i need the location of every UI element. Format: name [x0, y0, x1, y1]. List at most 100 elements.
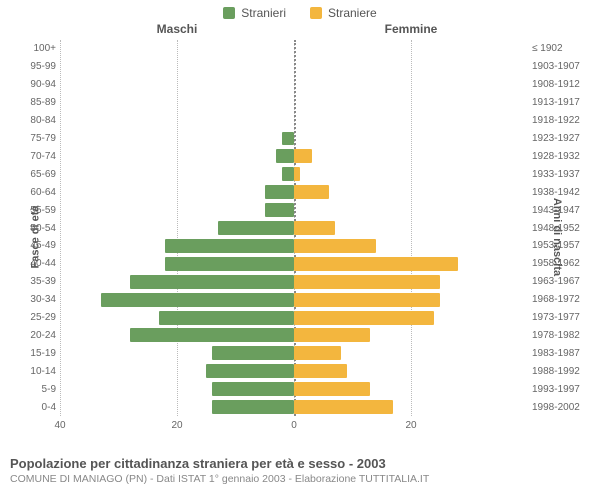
bar-male-container [60, 364, 294, 378]
age-label: 80-84 [14, 115, 56, 126]
bar-male [130, 328, 294, 342]
bar-male [206, 364, 294, 378]
age-label: 30-34 [14, 294, 56, 305]
bar-male [218, 221, 294, 235]
age-label: 20-24 [14, 330, 56, 341]
bar-male [282, 167, 294, 181]
pyramid-row: 50-541948-1952 [60, 219, 528, 237]
year-label: 1988-1992 [532, 366, 592, 377]
age-label: 85-89 [14, 97, 56, 108]
bar-female-container [294, 346, 528, 360]
bar-female [294, 239, 376, 253]
bar-male-container [60, 203, 294, 217]
bar-male-container [60, 239, 294, 253]
caption-title: Popolazione per cittadinanza straniera p… [10, 456, 590, 471]
age-label: 75-79 [14, 133, 56, 144]
bar-male-container [60, 257, 294, 271]
bar-male-container [60, 114, 294, 128]
bar-female [294, 364, 347, 378]
bar-female-container [294, 96, 528, 110]
bar-male-container [60, 382, 294, 396]
bar-female-container [294, 293, 528, 307]
bar-female [294, 275, 440, 289]
bar-male [265, 203, 294, 217]
bar-female-container [294, 328, 528, 342]
year-label: 1903-1907 [532, 61, 592, 72]
age-label: 65-69 [14, 169, 56, 180]
pyramid-row: 30-341968-1972 [60, 291, 528, 309]
pyramid-row: 85-891913-1917 [60, 94, 528, 112]
population-pyramid: Maschi Femmine Fasce di età Anni di nasc… [0, 22, 600, 452]
pyramid-row: 40-441958-1962 [60, 255, 528, 273]
year-label: 1958-1962 [532, 258, 592, 269]
bar-female-container [294, 382, 528, 396]
age-label: 60-64 [14, 187, 56, 198]
year-label: 1908-1912 [532, 79, 592, 90]
year-label: 1983-1987 [532, 348, 592, 359]
age-label: 100+ [14, 43, 56, 54]
legend-label-female: Straniere [328, 6, 377, 20]
pyramid-row: 45-491953-1957 [60, 237, 528, 255]
bar-female [294, 293, 440, 307]
caption-subtitle: COMUNE DI MANIAGO (PN) - Dati ISTAT 1° g… [10, 473, 590, 485]
bar-male-container [60, 149, 294, 163]
x-tick: 40 [54, 420, 65, 431]
pyramid-row: 80-841918-1922 [60, 112, 528, 130]
bar-female-container [294, 311, 528, 325]
bar-male [282, 132, 294, 146]
bar-female [294, 328, 370, 342]
bar-female-container [294, 60, 528, 74]
bar-female [294, 346, 341, 360]
year-label: 1923-1927 [532, 133, 592, 144]
age-label: 25-29 [14, 312, 56, 323]
year-label: 1968-1972 [532, 294, 592, 305]
year-label: 1998-2002 [532, 402, 592, 413]
bar-male-container [60, 221, 294, 235]
pyramid-row: 60-641938-1942 [60, 183, 528, 201]
year-label: 1913-1917 [532, 97, 592, 108]
year-label: ≤ 1902 [532, 43, 592, 54]
bar-male-container [60, 293, 294, 307]
pyramid-row: 90-941908-1912 [60, 76, 528, 94]
year-label: 1978-1982 [532, 330, 592, 341]
pyramid-row: 0-41998-2002 [60, 398, 528, 416]
bar-male-container [60, 346, 294, 360]
year-label: 1953-1957 [532, 240, 592, 251]
bar-female [294, 149, 312, 163]
legend: Stranieri Straniere [0, 0, 600, 22]
bar-male-container [60, 275, 294, 289]
age-label: 55-59 [14, 205, 56, 216]
pyramid-row: 70-741928-1932 [60, 147, 528, 165]
bar-female-container [294, 185, 528, 199]
age-label: 45-49 [14, 240, 56, 251]
plot-area: 100+≤ 190295-991903-190790-941908-191285… [60, 40, 528, 416]
year-label: 1943-1947 [532, 205, 592, 216]
column-headers: Maschi Femmine [60, 22, 528, 40]
pyramid-row: 10-141988-1992 [60, 362, 528, 380]
bar-male [212, 400, 294, 414]
bar-male-container [60, 96, 294, 110]
bar-male-container [60, 311, 294, 325]
age-label: 15-19 [14, 348, 56, 359]
pyramid-row: 100+≤ 1902 [60, 40, 528, 58]
legend-item-male: Stranieri [223, 6, 286, 20]
bar-male [276, 149, 294, 163]
x-tick: 20 [405, 420, 416, 431]
bar-female-container [294, 42, 528, 56]
pyramid-row: 15-191983-1987 [60, 344, 528, 362]
bar-female-container [294, 78, 528, 92]
bar-male [159, 311, 294, 325]
bar-male-container [60, 167, 294, 181]
year-label: 1963-1967 [532, 276, 592, 287]
age-label: 95-99 [14, 61, 56, 72]
bar-female [294, 311, 434, 325]
bar-female [294, 400, 393, 414]
swatch-male [223, 7, 235, 19]
pyramid-row: 35-391963-1967 [60, 273, 528, 291]
col-header-right: Femmine [294, 22, 528, 40]
bar-female-container [294, 114, 528, 128]
bar-male-container [60, 78, 294, 92]
age-label: 40-44 [14, 258, 56, 269]
bar-male [212, 346, 294, 360]
bar-female [294, 221, 335, 235]
